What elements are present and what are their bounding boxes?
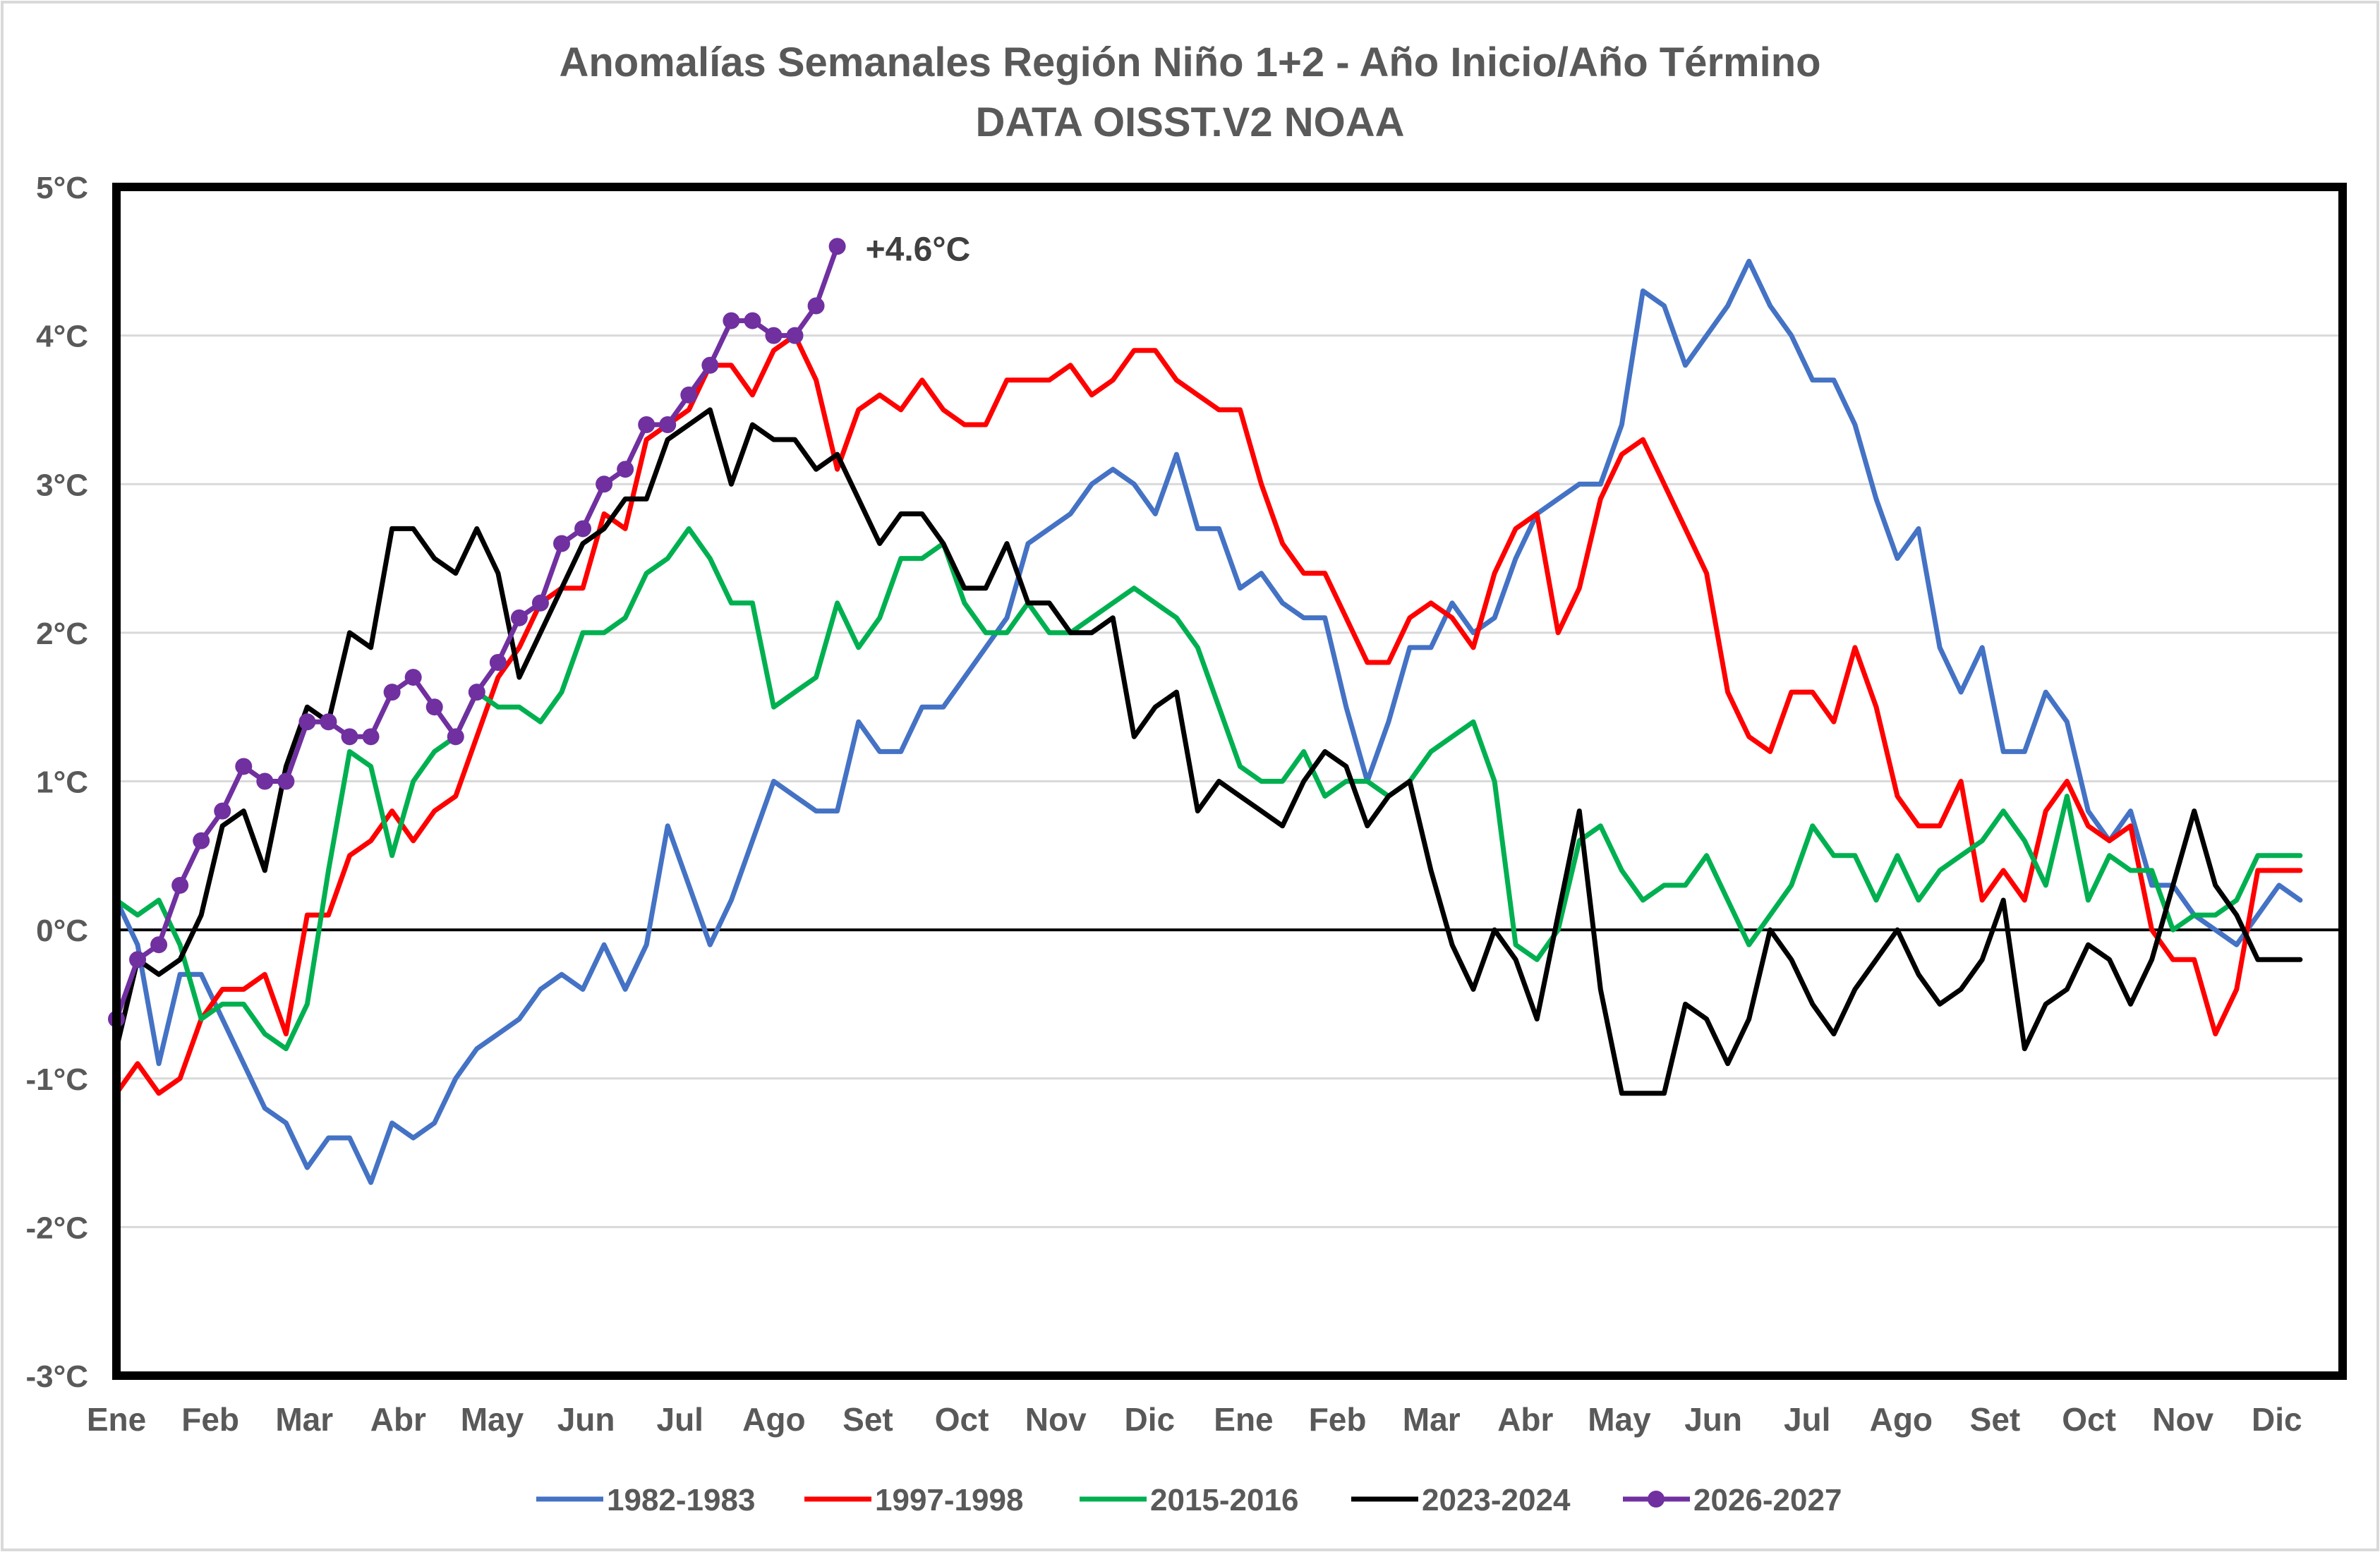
series-line bbox=[114, 258, 2303, 1185]
data-point bbox=[129, 951, 147, 969]
data-point bbox=[425, 698, 443, 716]
data-point bbox=[277, 772, 295, 790]
x-tick-label: May bbox=[461, 1401, 524, 1438]
data-point bbox=[404, 669, 422, 686]
data-point bbox=[638, 416, 656, 433]
x-tick-label: May bbox=[1588, 1401, 1651, 1438]
data-point bbox=[235, 758, 253, 775]
data-point bbox=[680, 386, 698, 404]
data-point bbox=[341, 728, 358, 746]
data-point bbox=[531, 594, 549, 612]
x-tick-label: Mar bbox=[275, 1401, 333, 1438]
data-point bbox=[214, 802, 231, 820]
x-tick-label: Oct bbox=[2062, 1401, 2116, 1438]
series-line bbox=[114, 407, 2303, 1096]
data-point bbox=[659, 416, 677, 433]
data-point bbox=[553, 535, 570, 552]
x-tick-label: Ago bbox=[742, 1401, 805, 1438]
plot-border bbox=[112, 183, 2347, 1380]
data-point bbox=[701, 356, 719, 374]
data-point bbox=[574, 520, 592, 538]
legend-label: 2026-2027 bbox=[1693, 1483, 1842, 1517]
x-tick-label: Jul bbox=[656, 1401, 703, 1438]
y-tick-label: 1°C bbox=[36, 765, 88, 800]
x-tick-label: Dic bbox=[1125, 1401, 1176, 1438]
data-point bbox=[320, 713, 337, 731]
x-tick-label: Set bbox=[842, 1401, 893, 1438]
y-tick-label: 0°C bbox=[36, 914, 88, 948]
x-tick-label: Mar bbox=[1403, 1401, 1461, 1438]
x-tick-label: Ago bbox=[1870, 1401, 1933, 1438]
data-point bbox=[468, 684, 485, 701]
y-tick-label: -1°C bbox=[26, 1062, 89, 1097]
x-tick-label: Feb bbox=[1309, 1401, 1367, 1438]
data-point bbox=[744, 312, 761, 329]
data-point bbox=[723, 312, 740, 329]
x-tick-label: Nov bbox=[2152, 1401, 2213, 1438]
x-tick-label: Oct bbox=[935, 1401, 989, 1438]
y-tick-label: -2°C bbox=[26, 1211, 89, 1245]
legend-marker bbox=[1648, 1491, 1665, 1508]
data-point bbox=[171, 876, 189, 894]
legend-label: 1997-1998 bbox=[875, 1483, 1023, 1517]
x-tick-label: Ene bbox=[87, 1401, 146, 1438]
chart-title: Anomalías Semanales Región Niño 1+2 - Añ… bbox=[559, 40, 1821, 85]
data-point bbox=[765, 327, 783, 344]
y-tick-label: 4°C bbox=[36, 320, 88, 354]
x-tick-label: Jun bbox=[1684, 1401, 1742, 1438]
x-tick-label: Abr bbox=[1497, 1401, 1553, 1438]
legend-label: 2023-2024 bbox=[1422, 1483, 1571, 1517]
annotation-label: +4.6°C bbox=[866, 231, 971, 268]
y-tick-label: -3°C bbox=[26, 1359, 89, 1394]
x-tick-label: Jul bbox=[1784, 1401, 1830, 1438]
x-tick-label: Ene bbox=[1214, 1401, 1273, 1438]
data-point bbox=[193, 832, 210, 849]
y-tick-label: 2°C bbox=[36, 617, 88, 651]
data-point bbox=[383, 684, 401, 701]
x-tick-label: Abr bbox=[370, 1401, 426, 1438]
data-point bbox=[617, 461, 634, 478]
y-tick-label: 5°C bbox=[36, 171, 88, 205]
x-tick-label: Jun bbox=[557, 1401, 615, 1438]
legend-label: 1982-1983 bbox=[607, 1483, 755, 1517]
y-tick-label: 3°C bbox=[36, 468, 88, 502]
data-point bbox=[489, 654, 507, 671]
data-point bbox=[786, 327, 804, 344]
data-point bbox=[596, 475, 613, 493]
data-point bbox=[362, 728, 380, 746]
x-tick-label: Set bbox=[1970, 1401, 2021, 1438]
series-line bbox=[114, 333, 2303, 1096]
data-point bbox=[828, 238, 846, 255]
x-tick-label: Nov bbox=[1025, 1401, 1087, 1438]
data-point bbox=[447, 728, 464, 746]
x-tick-label: Dic bbox=[2252, 1401, 2302, 1438]
legend-label: 2015-2016 bbox=[1150, 1483, 1298, 1517]
data-point bbox=[510, 609, 528, 626]
data-point bbox=[807, 297, 825, 315]
x-tick-label: Feb bbox=[181, 1401, 239, 1438]
data-point bbox=[298, 713, 316, 731]
data-point bbox=[256, 772, 274, 790]
chart-subtitle: DATA OISST.V2 NOAA bbox=[975, 99, 1405, 145]
data-point bbox=[150, 936, 168, 954]
